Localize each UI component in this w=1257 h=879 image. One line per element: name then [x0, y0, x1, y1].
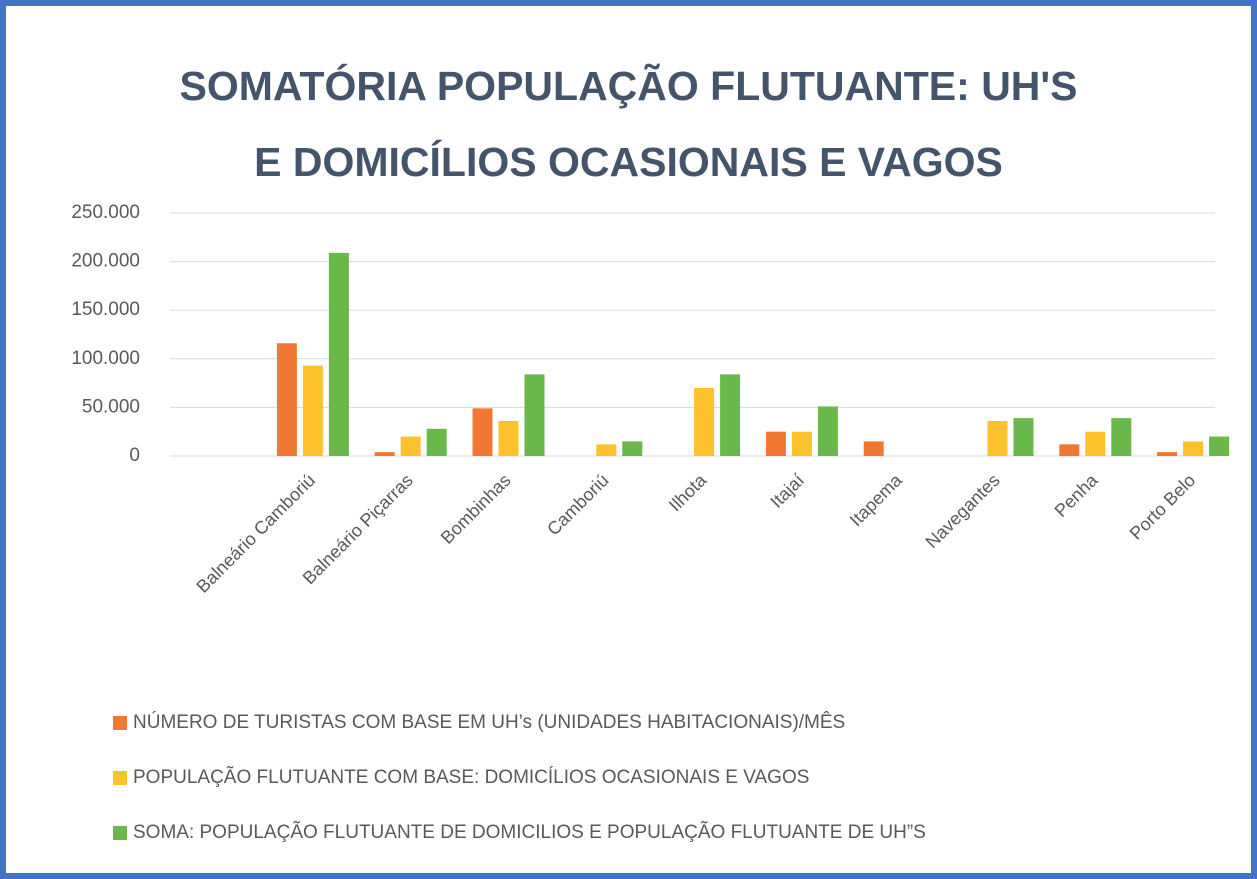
- x-tick-label: Camboriú: [543, 470, 612, 539]
- x-tick-label: Penha: [1051, 469, 1103, 521]
- legend-label: SOMA: POPULAÇÃO FLUTUANTE DE DOMICILIOS …: [133, 821, 926, 843]
- y-tick-label: 200.000: [71, 251, 140, 272]
- bar: [765, 431, 786, 456]
- bar: [987, 421, 1008, 456]
- y-tick-label: 50.000: [82, 396, 140, 417]
- legend-label: NÚMERO DE TURISTAS COM BASE EM UH’s (UNI…: [133, 711, 845, 733]
- legend-swatch: [113, 716, 127, 730]
- bar: [694, 387, 715, 456]
- bar: [596, 444, 617, 456]
- x-tick-label: Balneário Piçarras: [299, 470, 417, 588]
- x-tick-label: Itajaí: [766, 470, 808, 512]
- bar: [817, 406, 838, 456]
- bar: [374, 452, 395, 456]
- bar: [400, 436, 421, 456]
- bar: [720, 374, 741, 456]
- x-tick-label: Porto Belo: [1126, 470, 1200, 544]
- x-tick-label: Bombinhas: [437, 470, 515, 548]
- bar: [1059, 444, 1080, 456]
- bar: [328, 252, 349, 456]
- legend-swatch: [113, 826, 127, 840]
- bar: [1209, 436, 1230, 456]
- bar: [426, 428, 447, 456]
- bar: [622, 441, 643, 456]
- legend-label: POPULAÇÃO FLUTUANTE COM BASE: DOMICÍLIOS…: [133, 766, 809, 788]
- bar: [863, 441, 884, 456]
- bar: [524, 374, 545, 456]
- bar: [1085, 431, 1106, 456]
- bar: [276, 343, 297, 456]
- y-tick-label: 0: [129, 445, 140, 466]
- x-tick-label: Navegantes: [922, 470, 1004, 552]
- x-tick-label: Itapema: [846, 469, 907, 530]
- y-tick-label: 250.000: [71, 202, 140, 223]
- bar: [498, 421, 519, 456]
- y-tick-label: 100.000: [71, 348, 140, 369]
- bar: [472, 408, 493, 456]
- legend-swatch: [113, 771, 127, 785]
- bar: [1111, 418, 1132, 456]
- x-tick-label: Ilhota: [665, 469, 711, 515]
- bar: [302, 365, 323, 456]
- bar: [1157, 452, 1178, 456]
- bar: [1013, 418, 1034, 456]
- bar: [1183, 441, 1204, 456]
- x-tick-label: Balneário Camboriú: [192, 470, 319, 597]
- chart-title: SOMATÓRIA POPULAÇÃO FLUTUANTE: UH'S E DO…: [179, 63, 1078, 185]
- bar: [791, 431, 812, 456]
- y-tick-label: 150.000: [71, 299, 140, 320]
